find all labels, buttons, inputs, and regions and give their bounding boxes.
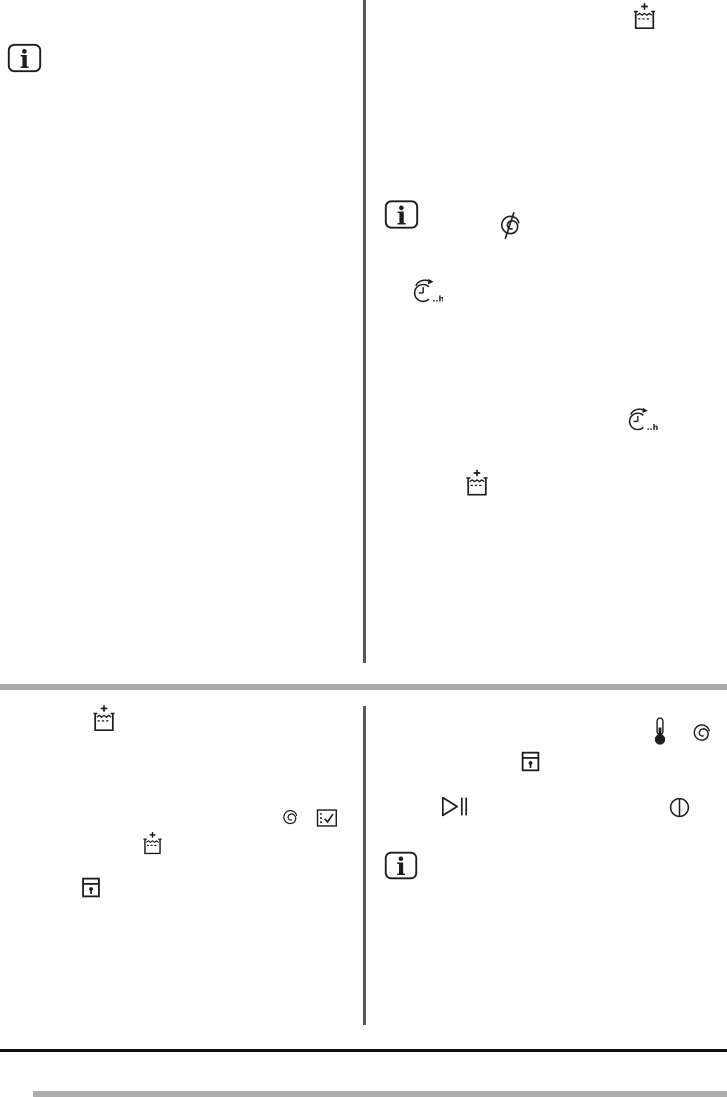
delay-hours-label: ..h	[647, 423, 658, 432]
svg-text:i: i	[396, 852, 405, 881]
info-icon: i	[7, 43, 42, 73]
spin-speed-icon	[691, 722, 712, 744]
temperature-icon	[654, 717, 666, 745]
door-lock-icon	[81, 877, 101, 898]
column-divider-top	[363, 0, 366, 663]
section-gray-bar	[0, 684, 727, 690]
start-pause-icon	[441, 796, 469, 817]
on-off-icon	[669, 797, 690, 818]
column-divider-bottom	[363, 706, 366, 1025]
info-icon: i	[384, 850, 418, 881]
svg-text:i: i	[397, 202, 407, 231]
footer-gray-bar	[33, 1091, 727, 1097]
info-icon: i	[384, 199, 419, 230]
no-spin-icon	[497, 212, 523, 239]
delay-start-icon: ..h	[626, 407, 658, 433]
spin-speed-icon	[281, 808, 299, 827]
extra-rinse-icon	[142, 831, 163, 855]
extra-rinse-icon	[632, 2, 657, 30]
door-lock-icon	[521, 750, 540, 773]
svg-text:i: i	[20, 45, 30, 73]
delay-start-icon: ..h	[412, 278, 443, 305]
footer-black-rule	[0, 1049, 727, 1052]
options-check-icon	[316, 809, 338, 827]
delay-hours-label: ..h	[432, 294, 443, 304]
extra-rinse-icon	[92, 704, 116, 732]
extra-rinse-icon	[465, 468, 489, 497]
